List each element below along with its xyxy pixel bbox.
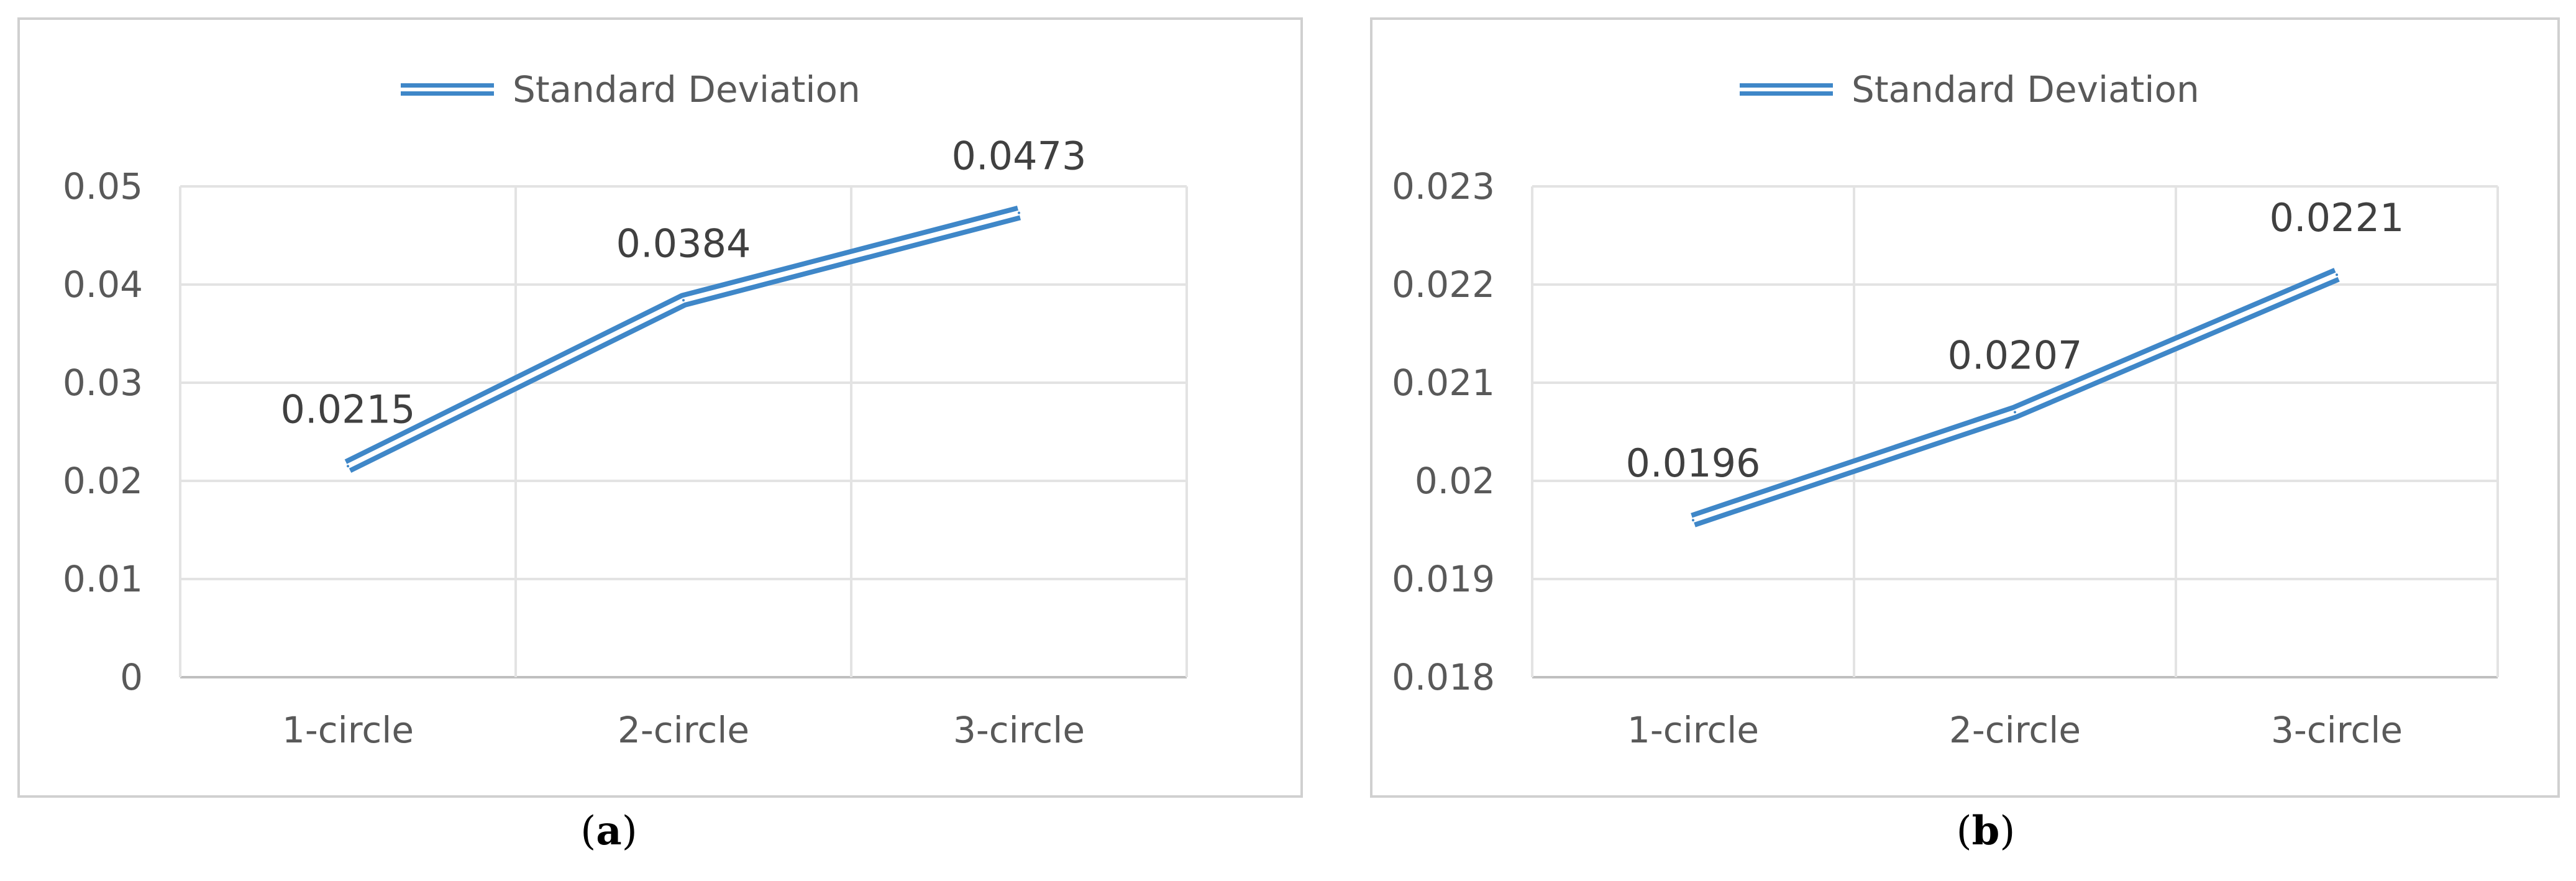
data-point xyxy=(347,465,349,468)
data-label: 0.0384 xyxy=(616,221,751,266)
x-tick-label: 1-circle xyxy=(1627,709,1759,751)
x-tick-label: 1-circle xyxy=(282,709,414,751)
data-label: 0.0221 xyxy=(2270,195,2405,240)
legend-label: Standard Deviation xyxy=(1852,68,2199,111)
x-tick-label: 2-circle xyxy=(618,709,749,751)
data-label: 0.0207 xyxy=(1948,332,2083,378)
y-tick-label: 0.021 xyxy=(1392,362,1495,404)
data-label: 0.0196 xyxy=(1626,440,1761,486)
x-tick-label: 3-circle xyxy=(2271,709,2403,751)
data-point xyxy=(2336,273,2338,276)
chart-frame xyxy=(17,17,1303,798)
y-tick-label: 0.05 xyxy=(63,165,143,208)
y-tick-label: 0.022 xyxy=(1392,263,1495,306)
caption-b: (b) xyxy=(1956,808,2016,854)
y-tick-label: 0.023 xyxy=(1392,165,1495,208)
y-tick-label: 0.04 xyxy=(63,263,143,306)
y-tick-label: 0.02 xyxy=(63,460,143,502)
data-point xyxy=(682,299,685,302)
y-tick-label: 0.018 xyxy=(1392,656,1495,698)
y-tick-label: 0.03 xyxy=(63,362,143,404)
data-label: 0.0215 xyxy=(281,386,416,432)
chart-frame xyxy=(1370,17,2560,798)
y-tick-label: 0.019 xyxy=(1392,558,1495,600)
y-tick-label: 0.01 xyxy=(63,558,143,600)
data-point xyxy=(1018,211,1020,214)
data-point xyxy=(1692,519,1694,522)
data-label: 0.0473 xyxy=(952,134,1087,179)
x-tick-label: 2-circle xyxy=(1949,709,2081,751)
y-tick-label: 0 xyxy=(120,656,143,698)
x-tick-label: 3-circle xyxy=(953,709,1085,751)
legend-label: Standard Deviation xyxy=(513,68,861,111)
caption-a: (a) xyxy=(580,808,637,854)
data-point xyxy=(2014,411,2016,414)
y-tick-label: 0.02 xyxy=(1415,460,1495,502)
